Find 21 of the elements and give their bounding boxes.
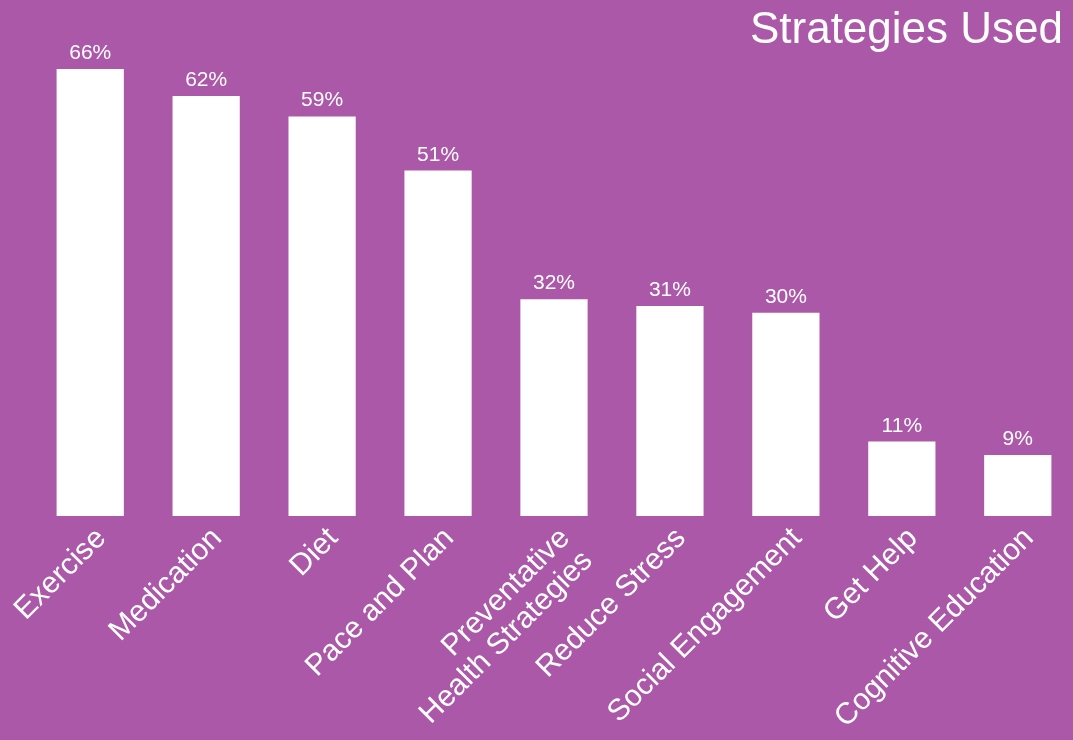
bar <box>172 96 240 516</box>
bar <box>984 455 1052 516</box>
bar <box>868 441 936 516</box>
chart-title: Strategies Used <box>749 3 1063 52</box>
data-label: 59% <box>301 87 344 111</box>
x-tick-label: Diet <box>282 519 344 582</box>
x-tick-label: Get Help <box>816 520 924 628</box>
data-label: 31% <box>648 277 691 301</box>
bar <box>752 312 820 516</box>
bar <box>404 170 472 516</box>
data-label: 51% <box>417 141 460 165</box>
data-label: 32% <box>532 270 576 294</box>
data-label: 62% <box>185 67 228 91</box>
bar <box>56 69 124 516</box>
bar <box>520 299 588 516</box>
data-label: 66% <box>69 40 112 63</box>
data-label: 9% <box>1002 426 1033 450</box>
data-label: 11% <box>881 412 923 436</box>
bar <box>636 306 704 516</box>
bar <box>288 116 356 516</box>
data-label: 30% <box>764 283 807 307</box>
